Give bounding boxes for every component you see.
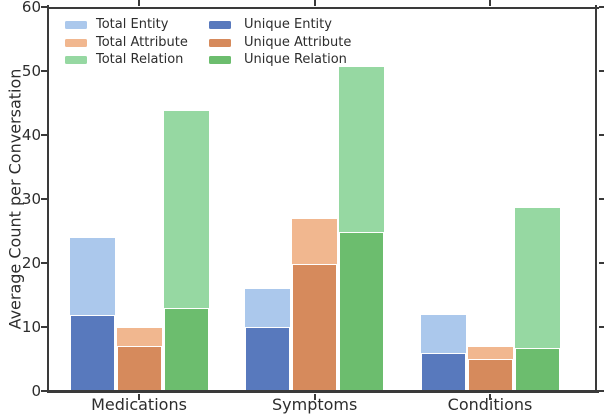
y-left-tick-30 xyxy=(41,198,47,200)
y-left-tick-20 xyxy=(41,262,47,264)
bar-unique-relation-medications xyxy=(163,308,209,391)
right-axis-line xyxy=(595,5,597,393)
y-tick-label-60: 60 xyxy=(21,0,41,16)
y-tick-label-40: 40 xyxy=(21,126,41,144)
y-tick-label-30: 30 xyxy=(21,190,41,208)
x-bottom-tick-medications xyxy=(138,394,140,400)
y-tick-label-50: 50 xyxy=(21,62,41,80)
legend-label-unique-attribute: Unique Attribute xyxy=(244,34,352,50)
bar-unique-entity-medications xyxy=(69,314,115,391)
y-tick-label-10: 10 xyxy=(21,318,41,336)
legend-swatch-total-relation xyxy=(65,56,87,64)
y-right-tick-20 xyxy=(599,262,604,264)
x-tick-label-symptoms: Symptoms xyxy=(272,395,358,414)
x-bottom-tick-symptoms xyxy=(313,394,316,400)
y-right-tick-30 xyxy=(599,198,604,200)
y-axis-line xyxy=(47,5,49,393)
x-axis-line xyxy=(47,390,599,393)
bar-unique-attribute-medications xyxy=(116,346,162,391)
y-tick-label-0: 0 xyxy=(31,382,41,400)
y-right-tick-10 xyxy=(599,326,604,328)
y-left-tick-50 xyxy=(41,70,47,72)
legend-label-total-entity: Total Entity xyxy=(96,17,169,32)
x-top-tick-conditions xyxy=(489,0,491,6)
y-left-tick-60 xyxy=(41,6,47,8)
legend-label-total-attribute: Total Attribute xyxy=(96,34,188,50)
legend-label-unique-entity: Unique Entity xyxy=(244,17,332,32)
y-tick-label-20: 20 xyxy=(21,254,41,272)
legend-swatch-unique-relation xyxy=(209,56,231,64)
legend-swatch-unique-attribute xyxy=(209,38,231,47)
x-tick-label-conditions: Conditions xyxy=(447,395,533,414)
y-right-tick-0 xyxy=(599,390,604,392)
x-top-tick-medications xyxy=(138,0,140,6)
legend-label-total-relation: Total Relation xyxy=(96,52,184,67)
legend-swatch-total-attribute xyxy=(65,38,87,47)
y-left-tick-40 xyxy=(41,134,47,136)
bar-unique-attribute-conditions xyxy=(467,359,513,391)
x-bottom-tick-conditions xyxy=(489,394,491,400)
bar-unique-relation-conditions xyxy=(514,347,560,391)
bar-unique-entity-symptoms xyxy=(245,327,291,391)
y-left-tick-10 xyxy=(41,326,47,328)
plot-area xyxy=(41,0,604,400)
top-axis-line xyxy=(47,7,599,9)
legend-swatch-total-entity xyxy=(65,21,87,29)
legend-label-unique-relation: Unique Relation xyxy=(244,52,347,67)
y-left-tick-0 xyxy=(41,390,47,392)
y-right-tick-60 xyxy=(599,6,604,8)
bar-unique-entity-conditions xyxy=(420,352,466,391)
legend-swatch-unique-entity xyxy=(209,21,231,29)
y-right-tick-40 xyxy=(599,134,604,136)
bar-unique-attribute-symptoms xyxy=(292,263,338,391)
x-top-tick-symptoms xyxy=(313,0,316,6)
x-tick-label-medications: Medications xyxy=(91,395,187,414)
y-right-tick-50 xyxy=(599,70,604,72)
bar-unique-relation-symptoms xyxy=(339,232,385,391)
